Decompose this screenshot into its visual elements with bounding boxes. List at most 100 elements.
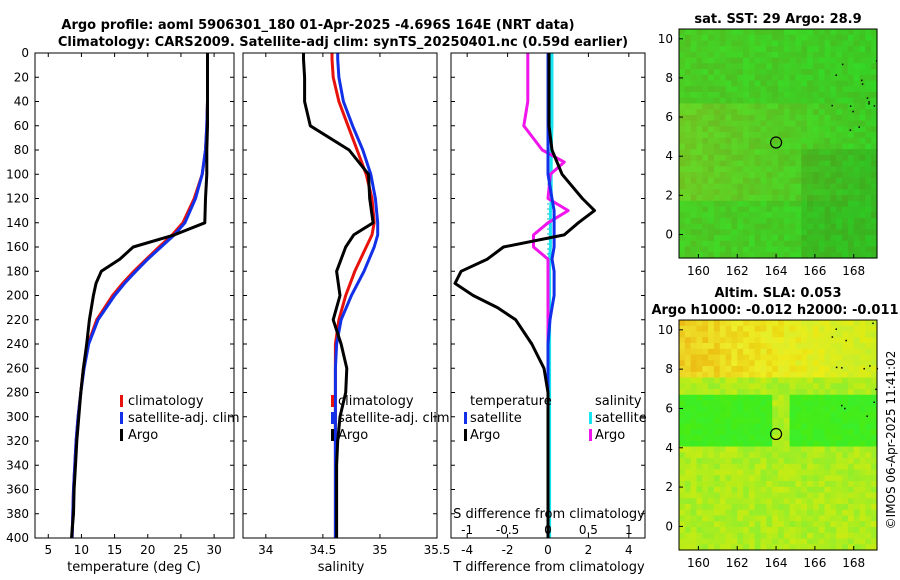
map-cell — [824, 109, 831, 116]
map-cell — [760, 412, 767, 419]
map-cell — [684, 172, 692, 179]
map-cell — [772, 189, 779, 196]
map-cell — [743, 29, 750, 36]
map-cell — [795, 154, 802, 162]
map-cell — [679, 406, 686, 413]
map-cell — [725, 366, 732, 373]
map-cell — [748, 325, 756, 333]
map-cell — [696, 189, 703, 196]
map-cell — [824, 452, 831, 459]
map-cell — [871, 240, 878, 248]
map-cell — [690, 200, 697, 208]
map-cell — [871, 69, 878, 76]
map-cell — [679, 69, 686, 76]
map-cell — [754, 360, 762, 367]
map-cell — [772, 166, 779, 173]
map-cell — [853, 406, 861, 413]
map-cell — [684, 177, 692, 185]
map-cell — [708, 527, 715, 534]
map-cell — [731, 126, 738, 133]
map-cell — [847, 532, 855, 540]
x2tick-label: 0 — [544, 523, 552, 537]
map-cell — [708, 57, 715, 64]
map-cell — [824, 435, 831, 442]
map-cell — [696, 149, 703, 156]
map-ytick-label: 6 — [665, 110, 673, 124]
map-cell — [842, 486, 849, 494]
map-cell — [818, 132, 826, 139]
map-cell — [818, 51, 826, 59]
map-cell — [748, 235, 756, 242]
map-cell — [783, 40, 791, 47]
map-cell — [795, 337, 802, 344]
map-cell — [696, 132, 703, 139]
map-cell — [842, 354, 849, 361]
map-cell — [847, 331, 855, 338]
map-cell — [708, 389, 715, 396]
map-cell — [679, 132, 686, 139]
map-cell — [812, 206, 820, 213]
map-cell — [766, 366, 773, 373]
map-cell — [836, 429, 843, 436]
map-cell — [690, 452, 697, 459]
map-cell — [818, 206, 826, 213]
map-cell — [684, 348, 692, 356]
map-cell — [743, 69, 750, 76]
map-cell — [859, 143, 866, 150]
map-cell — [871, 212, 878, 219]
map-cell — [743, 486, 750, 494]
map-cell — [847, 475, 855, 482]
map-cell — [824, 166, 831, 173]
map-cell — [812, 229, 820, 236]
map-cell — [719, 63, 727, 70]
map-cell — [684, 217, 692, 225]
map-cell — [812, 97, 820, 104]
map-cell — [807, 446, 814, 453]
map-cell — [847, 120, 855, 127]
map-cell — [778, 40, 785, 47]
map-cell — [748, 29, 756, 36]
map-cell — [684, 235, 692, 242]
map-cell — [760, 223, 767, 230]
map-cell — [847, 200, 855, 208]
map-cell — [760, 40, 767, 47]
map-cell — [865, 446, 872, 453]
map-cell — [853, 212, 861, 219]
map-cell — [690, 320, 697, 327]
map-cell — [871, 177, 878, 185]
map-cell — [830, 217, 837, 225]
map-cell — [778, 69, 785, 76]
map-cell — [812, 475, 820, 482]
map-cell — [801, 463, 808, 471]
map-cell — [702, 481, 709, 488]
map-cell — [853, 360, 861, 367]
map-cell — [871, 423, 878, 430]
map-cell — [684, 446, 692, 453]
map-cell — [795, 331, 802, 338]
map-cell — [713, 212, 721, 219]
island-dot — [873, 401, 875, 404]
map-cell — [696, 469, 703, 476]
map-cell — [713, 240, 721, 248]
map-cell — [859, 34, 866, 41]
map-cell — [679, 166, 686, 173]
map-cell — [824, 366, 831, 373]
map-cell — [783, 440, 791, 448]
map-cell — [847, 195, 855, 202]
map-cell — [824, 331, 831, 338]
map-cell — [731, 195, 738, 202]
map-cell — [708, 132, 715, 139]
map-cell — [871, 331, 878, 338]
map-cell — [783, 417, 791, 425]
map-cell — [754, 371, 762, 379]
map-cell — [789, 469, 796, 476]
map-cell — [772, 417, 779, 425]
map-cell — [871, 406, 878, 413]
map-cell — [789, 74, 796, 82]
map-cell — [847, 320, 855, 327]
map-cell — [830, 172, 837, 179]
map-cell — [760, 177, 767, 185]
map-cell — [713, 183, 721, 190]
map-cell — [696, 458, 703, 465]
island-dot — [835, 366, 838, 369]
